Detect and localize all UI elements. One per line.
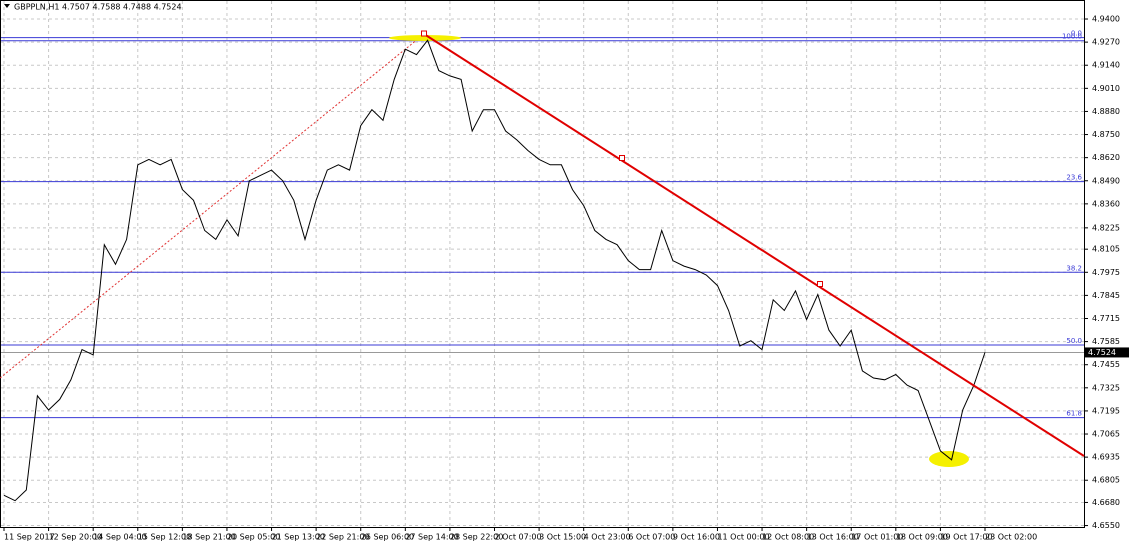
y-tick-label: 4.7195 xyxy=(1092,406,1120,415)
x-tick-label: 17 Oct 01:00 xyxy=(851,533,903,542)
x-tick-label: 15 Sep 12:00 xyxy=(138,533,191,542)
y-tick-label: 4.9270 xyxy=(1092,38,1120,47)
fib-label: 0.0 xyxy=(1071,30,1082,38)
y-tick-label: 4.9400 xyxy=(1092,15,1120,24)
trendline-anchor xyxy=(817,281,823,287)
chart-title: GBPPLN,H1 4.7507 4.7588 4.7488 4.7524 xyxy=(14,3,182,12)
x-tick-label: 11 Oct 00:00 xyxy=(717,533,769,542)
x-tick-label: 28 Sep 22:00 xyxy=(450,533,503,542)
trendline-anchor xyxy=(619,155,625,161)
x-tick-label: 9 Oct 16:00 xyxy=(673,533,720,542)
x-tick-label: 13 Oct 16:00 xyxy=(807,533,859,542)
y-tick-label: 4.6550 xyxy=(1092,521,1120,530)
trendline-anchor xyxy=(421,30,427,37)
x-tick-label: 6 Oct 07:00 xyxy=(628,533,675,542)
y-tick-label: 4.7325 xyxy=(1092,383,1120,392)
y-tick-label: 4.8620 xyxy=(1092,153,1120,162)
x-tick-label: 26 Sep 06:00 xyxy=(361,533,414,542)
y-tick-label: 4.6805 xyxy=(1092,476,1120,485)
x-tick-label: 2 Oct 07:00 xyxy=(495,533,542,542)
plot xyxy=(1,39,1084,502)
y-tick-label: 4.9140 xyxy=(1092,61,1120,70)
y-tick-label: 4.8105 xyxy=(1092,245,1120,254)
fib-anchor-line xyxy=(0,33,425,379)
plot-frame xyxy=(0,0,1085,528)
y-tick-label: 4.8880 xyxy=(1092,107,1120,116)
x-tick-label: 22 Sep 21:00 xyxy=(316,533,369,542)
x-tick-label: 12 Oct 08:00 xyxy=(762,533,814,542)
trendline xyxy=(423,33,1085,457)
highlight xyxy=(929,451,969,467)
x-tick-label: 19 Oct 17:00 xyxy=(940,533,992,542)
y-tick-label: 4.7065 xyxy=(1092,430,1120,439)
y-tick-label: 4.7585 xyxy=(1092,337,1120,346)
fib-label: 38.2 xyxy=(1066,264,1082,272)
fib-label: 100.0 xyxy=(1062,33,1082,41)
fib-label: 61.8 xyxy=(1066,410,1082,418)
y-tick-label: 4.7845 xyxy=(1092,291,1120,300)
y-tick-label: 4.8750 xyxy=(1092,130,1120,139)
y-tick-label: 4.9010 xyxy=(1092,84,1120,93)
x-tick-label: 4 Oct 23:00 xyxy=(584,533,631,542)
menu-icon[interactable] xyxy=(4,4,10,8)
y-tick-label: 4.6935 xyxy=(1092,453,1120,462)
y-tick-label: 4.7975 xyxy=(1092,268,1120,277)
price-line xyxy=(3,39,986,502)
x-tick-label: 18 Sep 21:00 xyxy=(182,533,235,542)
x-tick-label: 18 Oct 09:00 xyxy=(896,533,948,542)
last-price-box xyxy=(1085,347,1129,358)
x-tick-label: 11 Sep 2017 xyxy=(4,533,55,542)
x-tick-label: 12 Sep 20:00 xyxy=(49,533,102,542)
x-tick-label: 23 Oct 02:00 xyxy=(985,533,1037,542)
x-tick-label: 20 Sep 05:00 xyxy=(227,533,280,542)
highlight xyxy=(389,35,461,41)
fib-label: 23.6 xyxy=(1066,174,1082,182)
x-tick-label: 27 Sep 14:00 xyxy=(405,533,458,542)
x-tick-label: 21 Sep 13:00 xyxy=(272,533,325,542)
y-tick-label: 4.8225 xyxy=(1092,223,1120,232)
y-tick-label: 4.8490 xyxy=(1092,176,1120,185)
y-tick-label: 4.7455 xyxy=(1092,360,1120,369)
fib-label: 50.0 xyxy=(1066,337,1082,345)
y-tick-label: 4.8360 xyxy=(1092,199,1120,208)
y-tick-label: 4.7715 xyxy=(1092,314,1120,323)
last-price-label: 4.7524 xyxy=(1088,348,1116,357)
x-tick-label: 3 Oct 15:00 xyxy=(539,533,586,542)
y-tick-label: 4.6680 xyxy=(1092,498,1120,507)
x-tick-label: 14 Sep 04:00 xyxy=(93,533,146,542)
